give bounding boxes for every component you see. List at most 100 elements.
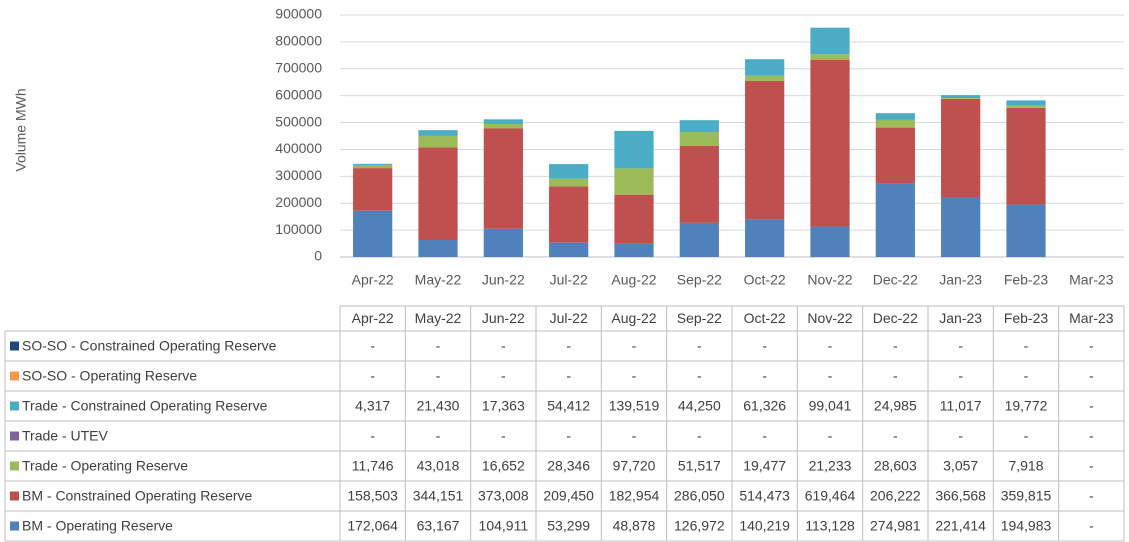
table-cell: 619,464 [805, 488, 856, 504]
table-cell: 194,983 [1001, 518, 1052, 534]
table-header: Nov-22 [807, 310, 852, 326]
table-cell: - [828, 338, 833, 354]
table-cell: 48,878 [613, 518, 656, 534]
table-cell: 206,222 [870, 488, 921, 504]
table-cell: - [1089, 488, 1094, 504]
table-cell: - [958, 338, 963, 354]
table-cell: - [762, 428, 767, 444]
table-cell: - [697, 338, 702, 354]
table-cell: - [632, 368, 637, 384]
table-cell: 3,057 [943, 458, 978, 474]
table-cell: 172,064 [347, 518, 398, 534]
legend-swatch [10, 401, 19, 411]
legend-label: BM - Constrained Operating Reserve [22, 488, 253, 504]
bar-segment [549, 242, 589, 257]
bar-segment [941, 95, 981, 99]
table-cell: - [1089, 518, 1094, 534]
table-cell: - [1089, 398, 1094, 414]
table-cell: 104,911 [479, 518, 529, 534]
table-cell: 221,414 [935, 518, 986, 534]
bar-segment [1006, 204, 1046, 257]
legend-label: Trade - UTEV [22, 428, 108, 444]
bar-segment [418, 240, 458, 257]
x-tick-label: Oct-22 [744, 272, 786, 288]
table-cell: - [893, 368, 898, 384]
table-cell: 7,918 [1008, 458, 1043, 474]
legend-swatch [10, 521, 19, 531]
table-cell: - [828, 368, 833, 384]
table-cell: 158,503 [347, 488, 398, 504]
table-header: Dec-22 [873, 310, 918, 326]
table-header: Jun-22 [482, 310, 525, 326]
table-cell: 54,412 [547, 398, 590, 414]
legend-swatch [10, 431, 19, 441]
bar-segment [549, 164, 589, 179]
table-cell: - [632, 428, 637, 444]
y-axis-label: Volume MWh [13, 88, 29, 171]
table-cell: 11,746 [352, 458, 394, 474]
y-tick-label: 500000 [275, 113, 322, 129]
table-cell: 344,151 [413, 488, 464, 504]
table-cell: - [370, 428, 375, 444]
bar-segment [549, 186, 589, 243]
x-tick-label: Dec-22 [873, 272, 918, 288]
table-cell: 63,167 [417, 518, 460, 534]
table-cell: - [1089, 368, 1094, 384]
table-cell: 44,250 [678, 398, 721, 414]
table-cell: - [566, 428, 571, 444]
table-cell: 366,568 [935, 488, 986, 504]
table-cell: 113,128 [805, 518, 855, 534]
y-tick-label: 400000 [275, 140, 322, 156]
bar-segment [614, 168, 654, 195]
table-cell: - [762, 368, 767, 384]
table-cell: - [436, 338, 441, 354]
x-tick-label: Jul-22 [550, 272, 588, 288]
bar-segment [483, 128, 523, 229]
legend-swatch [10, 341, 19, 351]
table-cell: - [762, 338, 767, 354]
table-cell: 286,050 [674, 488, 725, 504]
y-tick-label: 700000 [275, 59, 322, 75]
x-tick-label: Aug-22 [611, 272, 656, 288]
y-tick-label: 800000 [275, 33, 322, 49]
table-cell: 28,603 [874, 458, 917, 474]
bar-segment [483, 119, 523, 125]
table-header: Mar-23 [1069, 310, 1114, 326]
table-header: Oct-22 [744, 310, 786, 326]
table-cell: 182,954 [609, 488, 660, 504]
table-cell: - [370, 338, 375, 354]
bar-segment [810, 27, 850, 55]
table-cell: - [1089, 338, 1094, 354]
table-cell: 140,219 [739, 518, 790, 534]
bar-segment [810, 226, 850, 257]
bar-segment [418, 147, 458, 241]
table-cell: 16,652 [482, 458, 525, 474]
table-cell: 19,772 [1005, 398, 1048, 414]
bar-segment [941, 197, 981, 257]
table-cell: 21,430 [417, 398, 460, 414]
table-cell: 514,473 [739, 488, 790, 504]
bar-segment [483, 228, 523, 257]
table-cell: - [566, 338, 571, 354]
table-cell: - [1024, 368, 1029, 384]
bar-segment [418, 130, 458, 136]
bar-segment [875, 183, 915, 257]
bar-segment [549, 178, 589, 187]
table-cell: - [370, 368, 375, 384]
bar-segment [353, 210, 393, 257]
bar-segment [679, 145, 719, 223]
table-cell: 209,450 [543, 488, 594, 504]
legend-label: Trade - Constrained Operating Reserve [22, 398, 268, 414]
y-tick-label: 0 [314, 248, 322, 264]
x-tick-label: Sep-22 [677, 272, 722, 288]
table-cell: - [1089, 428, 1094, 444]
legend-label: SO-SO - Constrained Operating Reserve [22, 338, 277, 354]
legend-label: BM - Operating Reserve [22, 518, 173, 534]
y-tick-label: 200000 [275, 194, 322, 210]
bar-segment [941, 98, 981, 99]
bar-segment [353, 163, 393, 165]
bar-segment [483, 124, 523, 129]
bar-segment [353, 164, 393, 169]
table-cell: 17,363 [482, 398, 525, 414]
